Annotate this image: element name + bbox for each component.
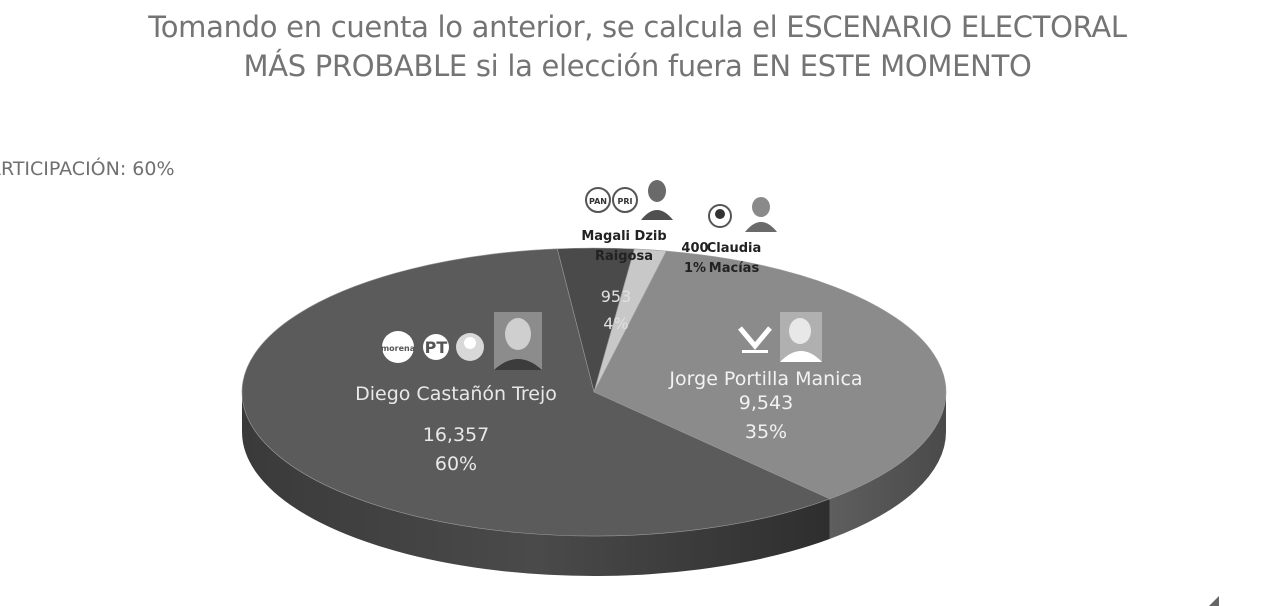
magali-name-line2: Raigosa — [595, 249, 653, 264]
diego-logos: morena PT — [381, 312, 542, 370]
pri-logo-icon — [612, 187, 638, 213]
magali-name-line1: Magali Dzib — [581, 229, 666, 244]
diego-value: 16,357 — [423, 424, 489, 446]
pie-sides — [242, 392, 946, 576]
participation-label: ARTICIPACIÓN: 60% — [0, 158, 175, 180]
svg-text:morena: morena — [381, 344, 415, 353]
svg-text:PT: PT — [425, 338, 448, 357]
pan-logo-icon — [585, 187, 611, 213]
morena-logo-icon — [382, 331, 414, 363]
magali-logos: PAN PRI — [585, 178, 674, 220]
claudia-value: 400 — [681, 241, 708, 256]
slice-label-claudia: 400 1% Claudia Macías — [681, 241, 761, 276]
jorge-value: 9,543 — [739, 392, 793, 414]
svg-text:PRI: PRI — [618, 197, 633, 206]
jorge-logos — [734, 312, 822, 362]
slice-label-jorge: Jorge Portilla Manica 9,543 35% — [668, 368, 862, 443]
diego-name: Diego Castañón Trejo — [355, 383, 557, 405]
pt-logo-icon — [423, 334, 449, 360]
magali-percent: 4% — [603, 314, 628, 333]
corner-mark-icon — [1209, 596, 1219, 606]
pie-side-jorge — [829, 392, 946, 539]
claudia-percent: 1% — [684, 261, 706, 276]
slice-label-magali: Magali Dzib Raigosa 953 4% — [581, 229, 666, 333]
pie-tops — [241, 247, 947, 537]
jorge-percent: 35% — [745, 421, 787, 443]
chart-title: Tomando en cuenta lo anterior, se calcul… — [0, 8, 1275, 86]
slice-label-diego: Diego Castañón Trejo 16,357 60% — [355, 383, 557, 475]
claudia-name-line2: Macías — [709, 261, 760, 276]
magali-value: 953 — [601, 287, 632, 306]
pie-side-diego — [242, 392, 830, 576]
jorge-name: Jorge Portilla Manica — [668, 368, 862, 390]
svg-text:PAN: PAN — [589, 197, 607, 206]
pie-slice-jorge — [593, 250, 947, 500]
title-line-2: MÁS PROBABLE si la elección fuera EN EST… — [243, 49, 1032, 83]
claudia-name-line1: Claudia — [707, 241, 762, 256]
claudia-logos — [708, 194, 778, 232]
diego-percent: 60% — [435, 453, 477, 475]
title-line-1: Tomando en cuenta lo anterior, se calcul… — [148, 10, 1127, 44]
pie-slice-diego — [241, 248, 831, 537]
